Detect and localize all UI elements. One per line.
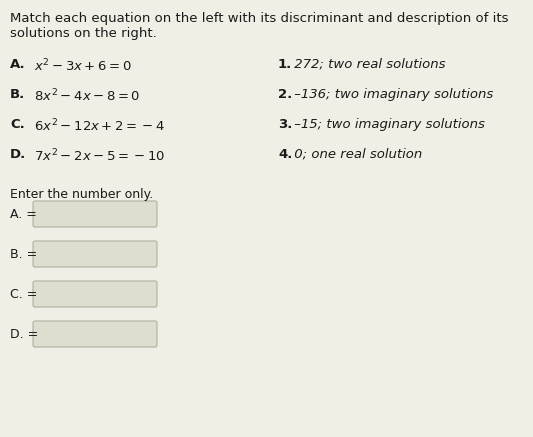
- Text: $6x^2 - 12x + 2 = -4$: $6x^2 - 12x + 2 = -4$: [30, 118, 165, 135]
- Text: D. =: D. =: [10, 327, 38, 340]
- Text: $8x^2 - 4x - 8 = 0$: $8x^2 - 4x - 8 = 0$: [30, 88, 140, 104]
- Text: 3.: 3.: [278, 118, 293, 131]
- FancyBboxPatch shape: [33, 201, 157, 227]
- Text: 272; two real solutions: 272; two real solutions: [290, 58, 446, 71]
- FancyBboxPatch shape: [33, 321, 157, 347]
- Text: A.: A.: [10, 58, 26, 71]
- Text: 1.: 1.: [278, 58, 292, 71]
- Text: $x^2 - 3x + 6 = 0$: $x^2 - 3x + 6 = 0$: [30, 58, 132, 75]
- Text: B. =: B. =: [10, 247, 37, 260]
- Text: A. =: A. =: [10, 208, 37, 221]
- FancyBboxPatch shape: [33, 281, 157, 307]
- Text: 4.: 4.: [278, 148, 293, 161]
- Text: $7x^2 - 2x - 5 = -10$: $7x^2 - 2x - 5 = -10$: [30, 148, 165, 165]
- Text: 0; one real solution: 0; one real solution: [290, 148, 422, 161]
- Text: D.: D.: [10, 148, 26, 161]
- Text: 2.: 2.: [278, 88, 292, 101]
- Text: Match each equation on the left with its discriminant and description of its: Match each equation on the left with its…: [10, 12, 508, 25]
- Text: C. =: C. =: [10, 288, 37, 301]
- Text: solutions on the right.: solutions on the right.: [10, 27, 157, 40]
- Text: B.: B.: [10, 88, 25, 101]
- Text: –136; two imaginary solutions: –136; two imaginary solutions: [290, 88, 493, 101]
- Text: Enter the number only.: Enter the number only.: [10, 188, 154, 201]
- Text: –15; two imaginary solutions: –15; two imaginary solutions: [290, 118, 485, 131]
- FancyBboxPatch shape: [33, 241, 157, 267]
- Text: C.: C.: [10, 118, 25, 131]
